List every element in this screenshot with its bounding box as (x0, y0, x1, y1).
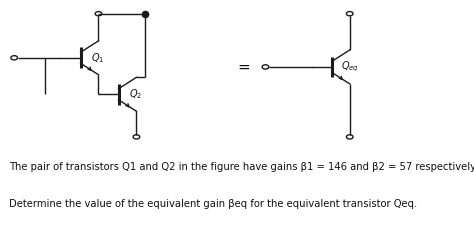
Text: $Q_2$: $Q_2$ (129, 88, 142, 101)
Text: The pair of transistors Q1 and Q2 in the figure have gains β1 = 146 and β2 = 57 : The pair of transistors Q1 and Q2 in the… (9, 162, 474, 172)
Text: $Q_{eq}$: $Q_{eq}$ (341, 60, 359, 74)
Text: $Q_1$: $Q_1$ (91, 51, 105, 65)
Text: =: = (238, 59, 250, 74)
Text: Determine the value of the equivalent gain βeq for the equivalent transistor Qeq: Determine the value of the equivalent ga… (9, 199, 418, 209)
